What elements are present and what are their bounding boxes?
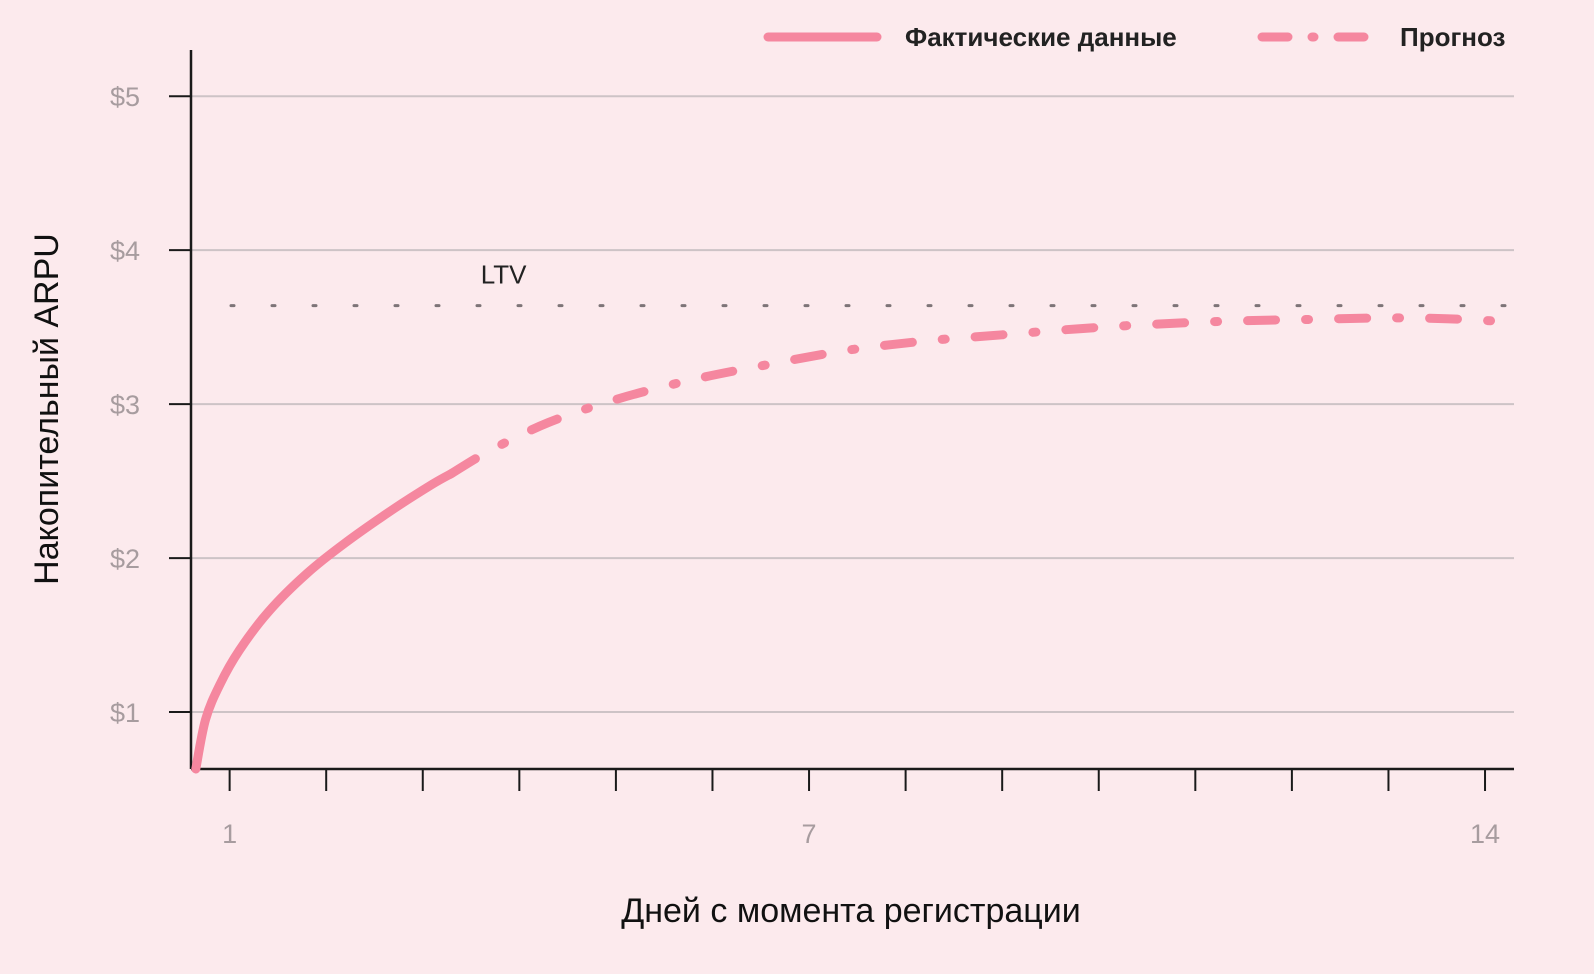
legend-label-actual: Фактические данные xyxy=(905,22,1177,52)
x-tick-label: 14 xyxy=(1470,819,1500,849)
ltv-label: LTV xyxy=(481,260,527,290)
y-tick-label: $3 xyxy=(110,390,140,420)
y-axis-title: Накопительный ARPU xyxy=(28,233,66,585)
series-line-actual xyxy=(191,468,457,774)
y-tick-label: $2 xyxy=(110,544,140,574)
series-line-forecast xyxy=(447,313,1500,478)
y-tick-label: $1 xyxy=(110,698,140,728)
y-tick-label: $4 xyxy=(110,236,140,266)
x-tick-label: 1 xyxy=(222,819,237,849)
x-tick-label: 7 xyxy=(802,819,817,849)
x-axis-title: Дней с момента регистрации xyxy=(621,892,1081,930)
legend-label-forecast: Прогноз xyxy=(1400,22,1506,52)
y-tick-label: $5 xyxy=(110,82,140,112)
